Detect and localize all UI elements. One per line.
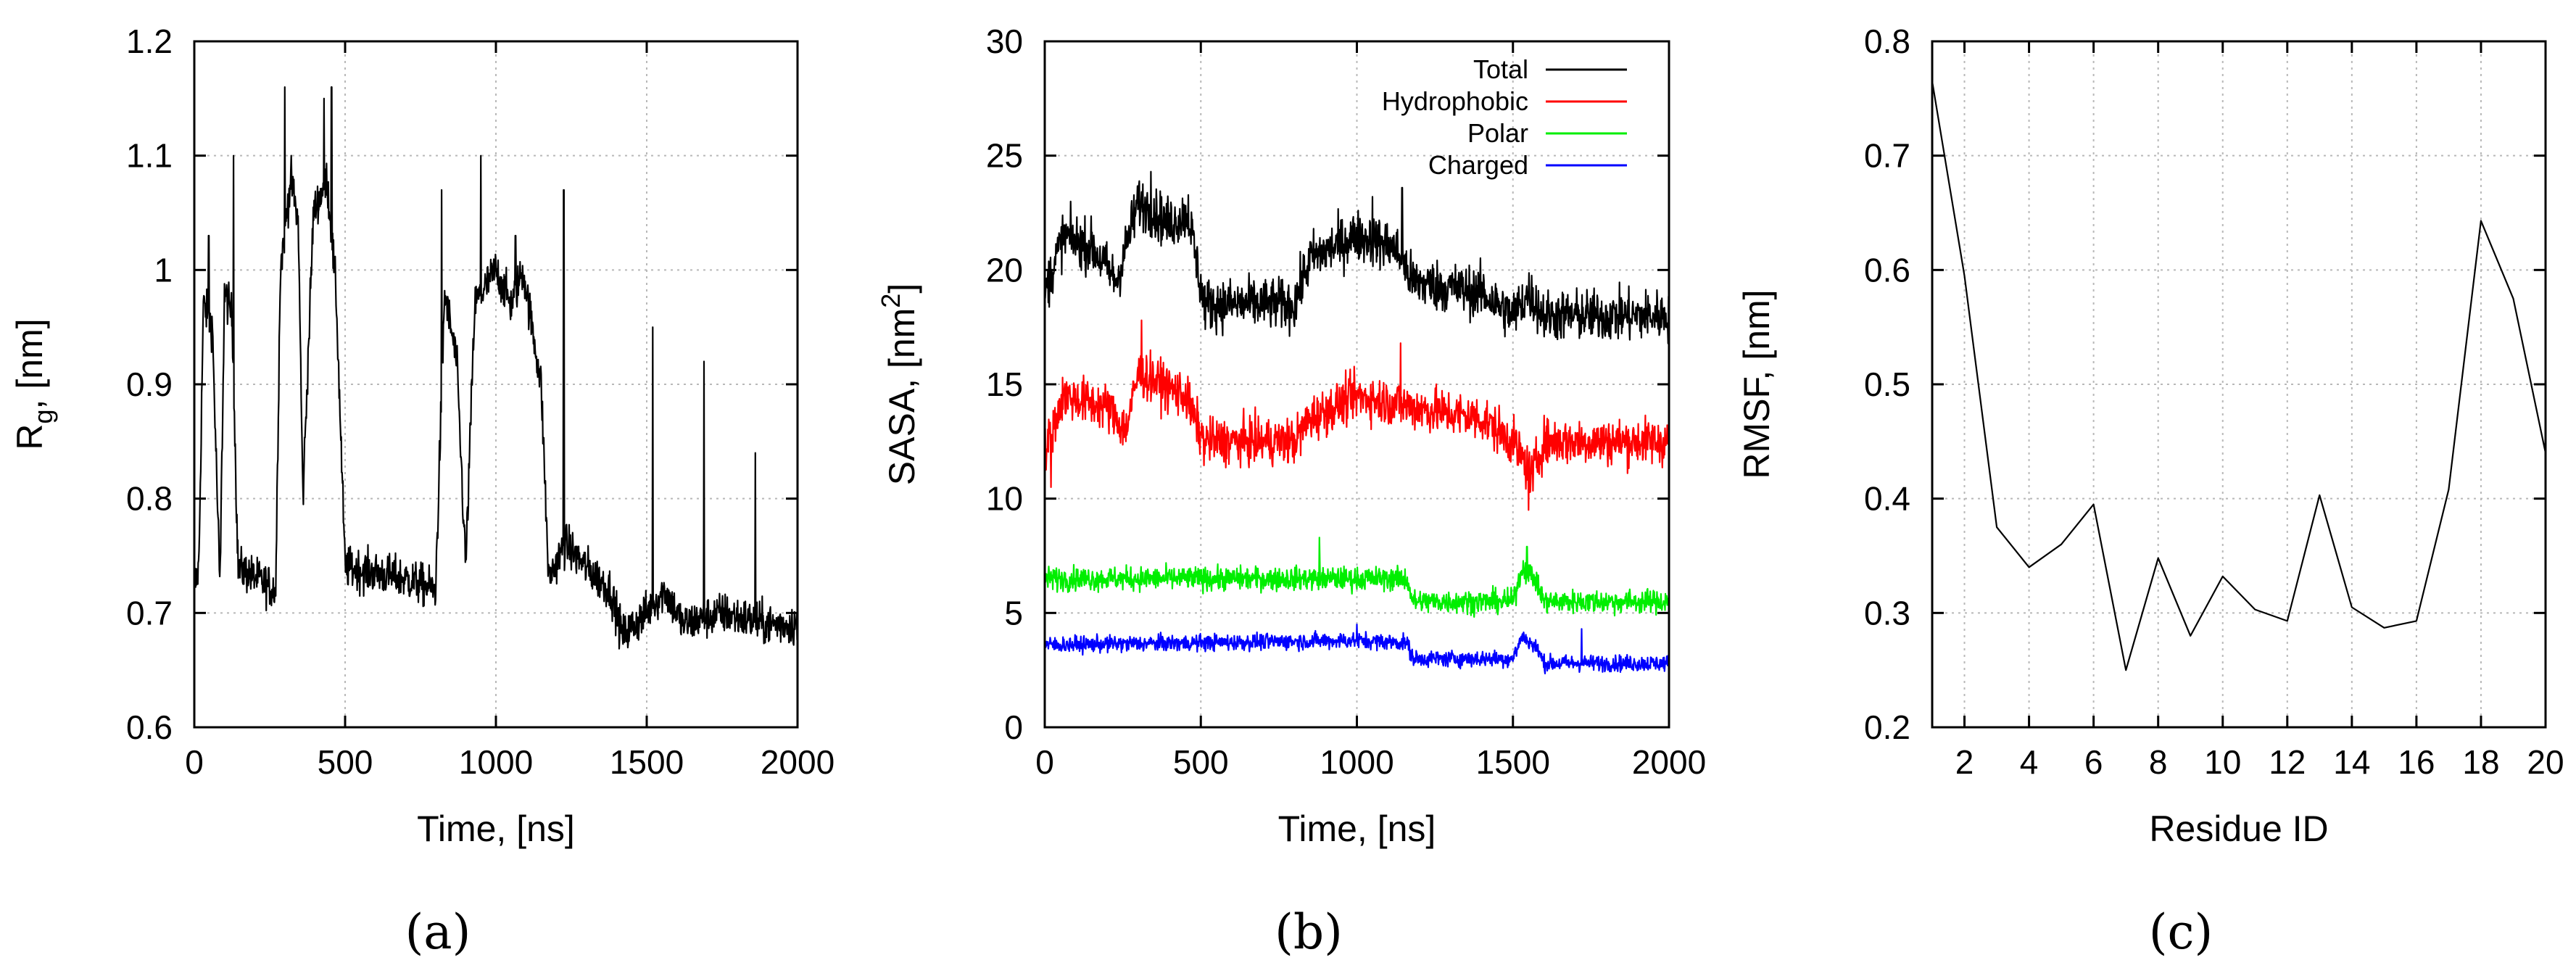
x-tick-label: 2000 bbox=[1632, 743, 1706, 781]
y-axis-label: Rg, [nm] bbox=[9, 318, 58, 450]
x-tick-label: 12 bbox=[2269, 743, 2306, 781]
x-tick-label: 500 bbox=[1173, 743, 1229, 781]
series-group bbox=[1932, 81, 2546, 671]
x-tick-label: 1500 bbox=[1476, 743, 1550, 781]
panel-caption: (b) bbox=[1275, 904, 1343, 960]
x-tick-label: 6 bbox=[2084, 743, 2103, 781]
y-tick-label: 0.6 bbox=[1864, 251, 1910, 289]
y-tick-label: 0.6 bbox=[126, 708, 173, 746]
panel-b-sasa-chart: 0 5 10 15 20 25 30 0 500 1000 1500 2000 Time, [ns] SA… bbox=[876, 22, 1706, 960]
x-axis-label: Residue ID bbox=[2149, 808, 2328, 849]
x-tick-label: 0 bbox=[1035, 743, 1054, 781]
x-tick-label: 0 bbox=[185, 743, 204, 781]
series-line-polar bbox=[1045, 537, 1669, 618]
y-axis-label: RMSF, [nm] bbox=[1736, 289, 1777, 479]
series-line-total bbox=[1045, 170, 1669, 344]
y-tick-label: 0.8 bbox=[126, 480, 173, 518]
x-tick-label: 10 bbox=[2204, 743, 2241, 781]
y-axis-label-main: RMSF, [nm] bbox=[1736, 289, 1777, 479]
y-tick-label: 0.9 bbox=[126, 365, 173, 403]
y-axis-label-main: R bbox=[9, 423, 50, 450]
x-tick-label: 14 bbox=[2333, 743, 2370, 781]
y-tick-label: 1 bbox=[154, 251, 173, 289]
series-line-rg bbox=[194, 86, 798, 650]
y-tick-label: 0.3 bbox=[1864, 594, 1910, 632]
y-axis-label-subscript: g bbox=[28, 409, 58, 423]
x-tick-label: 2 bbox=[1955, 743, 1974, 781]
x-tick-label: 8 bbox=[2149, 743, 2168, 781]
x-axis-label: Time, [ns] bbox=[1278, 808, 1436, 849]
y-tick-label: 15 bbox=[986, 365, 1023, 403]
y-tick-label: 0.7 bbox=[126, 594, 173, 632]
y-tick-label: 20 bbox=[986, 251, 1023, 289]
y-axis-label-superscript: 2 bbox=[876, 294, 906, 308]
x-tick-label: 1500 bbox=[610, 743, 684, 781]
legend-label-total: Total bbox=[1473, 54, 1528, 84]
x-tick-label: 500 bbox=[318, 743, 373, 781]
y-tick-label: 0.8 bbox=[1864, 22, 1910, 60]
legend-label-charged: Charged bbox=[1428, 150, 1528, 180]
y-axis-label-tail: ] bbox=[882, 284, 922, 294]
y-tick-label: 1.2 bbox=[126, 22, 173, 60]
panel-caption: (a) bbox=[405, 904, 471, 960]
y-tick-label: 0.5 bbox=[1864, 365, 1910, 403]
y-tick-label: 1.1 bbox=[126, 137, 173, 175]
series-line-rmsf bbox=[1932, 81, 2546, 671]
x-tick-label: 20 bbox=[2527, 743, 2564, 781]
legend-label-hydrophobic: Hydrophobic bbox=[1382, 86, 1528, 116]
x-tick-label: 2000 bbox=[761, 743, 834, 781]
y-tick-label: 0 bbox=[1004, 708, 1023, 746]
x-tick-label: 1000 bbox=[1320, 743, 1393, 781]
series-group bbox=[194, 86, 798, 650]
y-tick-label: 0.2 bbox=[1864, 708, 1910, 746]
y-tick-label: 30 bbox=[986, 22, 1023, 60]
y-tick-label: 5 bbox=[1004, 594, 1023, 632]
x-tick-label: 18 bbox=[2462, 743, 2499, 781]
panel-caption: (c) bbox=[2149, 904, 2213, 960]
panel-c-rmsf-chart: 0.2 0.3 0.4 0.5 0.6 0.7 0.8 2 4 6 8 10 12 14 16 18 20 Res… bbox=[1736, 22, 2564, 960]
y-axis-label: SASA, [nm2] bbox=[876, 284, 922, 485]
series-group bbox=[1045, 170, 1669, 674]
series-line-charged bbox=[1045, 624, 1669, 674]
x-tick-label: 4 bbox=[2020, 743, 2039, 781]
legend-label-polar: Polar bbox=[1467, 118, 1528, 148]
y-tick-label: 0.4 bbox=[1864, 480, 1910, 518]
panel-a-rg-chart: 0.6 0.7 0.8 0.9 1 1.1 1.2 0 500 1000 1500 2000 Time,… bbox=[9, 22, 834, 960]
y-tick-label: 0.7 bbox=[1864, 137, 1910, 175]
x-tick-label: 16 bbox=[2398, 743, 2435, 781]
y-tick-label: 10 bbox=[986, 480, 1023, 518]
series-line-hydrophobic bbox=[1045, 319, 1669, 511]
y-axis-label-tail: , [nm] bbox=[9, 318, 50, 409]
x-axis-label: Time, [ns] bbox=[417, 808, 575, 849]
y-axis-label-main: SASA, [nm bbox=[882, 308, 922, 486]
y-tick-label: 25 bbox=[986, 137, 1023, 175]
x-tick-label: 1000 bbox=[459, 743, 533, 781]
